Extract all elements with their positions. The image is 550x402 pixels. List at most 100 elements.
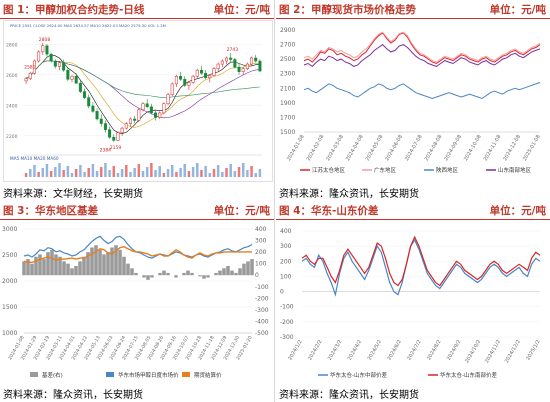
candle-body — [91, 105, 95, 112]
volume-bar — [162, 173, 166, 177]
volume-bar — [150, 163, 153, 177]
candle-body — [57, 62, 61, 67]
basis-bar — [186, 270, 190, 276]
y-tick-label-right: -400 — [255, 318, 269, 325]
panel-unit: 单位：元/吨 — [489, 205, 546, 217]
candle-body — [37, 51, 41, 62]
y-tick-label-right: -200 — [255, 295, 269, 302]
basis-bar — [198, 275, 202, 277]
volume-bar — [29, 169, 32, 177]
basis-bar — [250, 259, 254, 276]
panel-title: 图 3：华东地区基差 — [3, 205, 98, 217]
volume-bar — [212, 169, 216, 177]
candle-body — [229, 57, 233, 60]
panel-unit: 单位：元/吨 — [489, 4, 546, 16]
basis-bar — [166, 272, 170, 276]
y-tick-label: 2800 — [6, 42, 18, 48]
panel-source: 资料来源：隆众资讯，长安期货 — [3, 390, 143, 401]
candle-body — [195, 69, 199, 77]
y-tick-label-right: -300 — [255, 307, 269, 314]
panel-title: 图 2：甲醇现货市场价格走势 — [279, 4, 416, 16]
legend-swatch — [182, 372, 190, 377]
x-tick-label: 2024-05-08 — [365, 134, 385, 162]
volume-bar — [216, 165, 220, 177]
y-tick-label: 300 — [280, 243, 292, 250]
candle-body — [99, 118, 103, 124]
basis-bar — [158, 272, 162, 276]
y-tick-label: 2400 — [6, 103, 18, 109]
volume-bar — [74, 169, 78, 177]
series-line — [303, 31, 541, 63]
basis-bar — [54, 254, 58, 276]
volume-bar — [187, 171, 191, 177]
basis-bar — [70, 268, 74, 276]
volume-bar — [183, 164, 187, 177]
volume-bar — [208, 173, 212, 177]
x-tick-label: 2024-01-08 — [286, 134, 306, 162]
x-tick-label: 2024-02-08 — [306, 134, 326, 162]
candle-body — [49, 53, 53, 62]
panel-title: 图 4：华东-山东价差 — [279, 205, 379, 217]
candle-body — [162, 103, 166, 114]
candle-body — [74, 76, 78, 84]
y-tick-label: 100 — [280, 273, 292, 280]
candle-body — [24, 78, 28, 82]
basis-bar — [46, 252, 50, 276]
candle-body — [103, 123, 107, 130]
annotation-label: 2159 — [110, 145, 122, 151]
candle-body — [220, 60, 224, 65]
series-line — [23, 245, 252, 263]
basis-bar — [174, 275, 178, 278]
candle-body — [245, 63, 249, 69]
basis-bar — [230, 270, 234, 276]
volume-bar — [170, 165, 174, 177]
volume-bar — [254, 173, 257, 177]
basis-bar — [38, 254, 42, 276]
y-tick-label: -300 — [280, 334, 294, 341]
annotation-label: 2743 — [227, 47, 239, 53]
panel-unit: 单位：元/吨 — [213, 4, 270, 16]
candle-body — [32, 60, 36, 74]
candle-body — [70, 76, 74, 80]
candle-body — [250, 57, 254, 65]
annotation-label: 2581 — [24, 65, 36, 71]
volume-bar — [95, 171, 99, 177]
y-tick-label-right: 0 — [255, 272, 259, 279]
candle-body — [112, 137, 116, 141]
volume-bar — [120, 169, 124, 177]
volume-bar — [62, 170, 65, 177]
annotation-label: 2808 — [39, 37, 51, 43]
y-tick-label: 1700 — [280, 114, 295, 121]
volume-bar — [175, 172, 178, 177]
basis-chart: 3000 2500 2000 1500 1000 400 300 200 100 0 -100 -20… — [0, 221, 274, 383]
panel-header: 图 1：甲醇加权合约走势-日线 单位：元/吨 — [0, 0, 274, 19]
candle-body — [28, 72, 32, 79]
y-tick-label-right: 400 — [255, 226, 267, 233]
panel-spot-price: 图 2：甲醇现货市场价格走势 单位：元/吨 2900 2700 2500 2300 21… — [276, 0, 550, 201]
basis-bar — [182, 272, 186, 276]
x-tick-label: 2024/12/2 — [504, 339, 522, 364]
candle-body — [158, 112, 162, 118]
volume-bar — [241, 163, 245, 177]
ma-labels: MA5 MA10 MA20 MA60 — [10, 156, 59, 161]
x-tick-label: 2024-12-08 — [502, 134, 522, 162]
series-line — [301, 238, 541, 297]
y-tick-label: -100 — [280, 304, 294, 311]
candle-body — [241, 68, 245, 72]
x-tick-label: 2024-06-08 — [384, 134, 404, 162]
candle-body — [233, 59, 237, 68]
legend-label: 华东市场甲醇日度市场价 — [118, 371, 179, 379]
candle-body — [204, 72, 208, 79]
basis-bar — [122, 256, 126, 276]
candle-body — [133, 118, 137, 121]
y-tick-label: 2500 — [280, 56, 295, 63]
candle-body — [53, 60, 57, 67]
volume-bar — [108, 170, 111, 177]
volume-bar — [54, 167, 57, 177]
basis-bar — [190, 272, 194, 276]
x-tick-label: 2024-08-08 — [424, 134, 444, 162]
candle-body — [45, 45, 49, 55]
volume-bar — [237, 167, 241, 177]
panel-unit: 单位：元/吨 — [213, 205, 270, 217]
volume-bar — [225, 168, 228, 177]
